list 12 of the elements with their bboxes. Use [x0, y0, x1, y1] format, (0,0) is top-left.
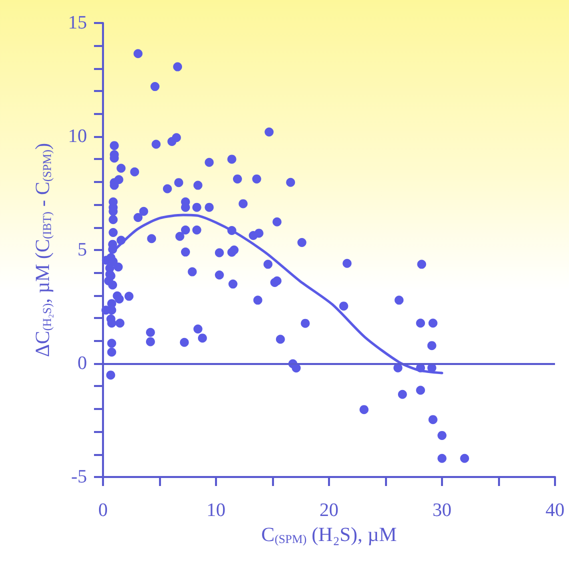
y-tick-label: 5	[78, 240, 87, 260]
x-tick-label: 20	[320, 500, 338, 521]
x-tick-label: 0	[98, 500, 108, 521]
x-axis-title: C(SPM) (H₂S), µM	[261, 524, 397, 546]
y-axis-title: ΔC(H₂S), µM (C(IBT) - C(SPM))	[32, 142, 54, 358]
y-tick-label: 0	[78, 353, 87, 374]
x-tick-label: 10	[206, 500, 226, 521]
x-tick-label: 30	[432, 500, 452, 521]
x-tick-label: 40	[546, 500, 564, 521]
y-tick-label: 15	[68, 12, 87, 34]
y-tick-label: -5	[71, 466, 87, 488]
y-tick-label: 10	[68, 126, 87, 147]
